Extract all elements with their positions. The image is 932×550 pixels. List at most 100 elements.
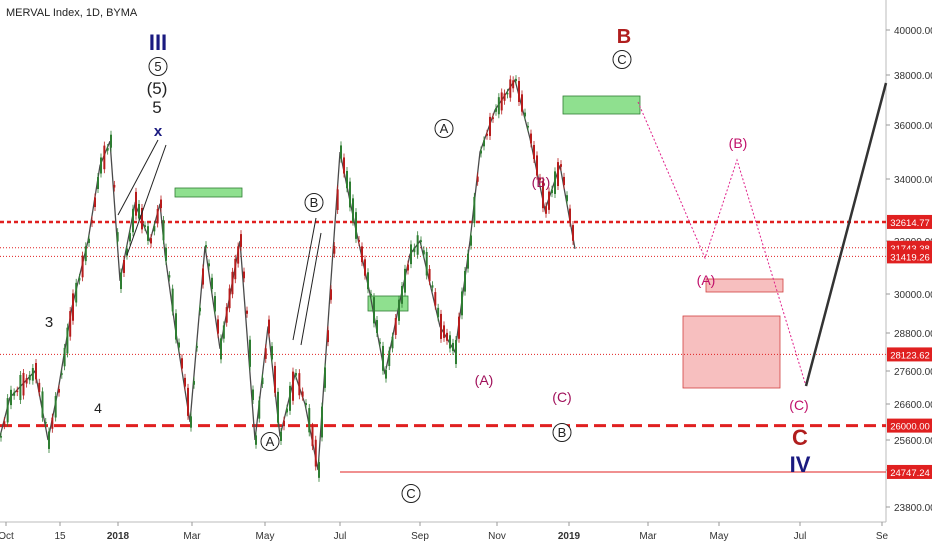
candle-body xyxy=(222,325,225,339)
candle-body xyxy=(382,345,384,371)
candle-body xyxy=(330,289,332,300)
candle-body xyxy=(217,319,219,334)
trend-line xyxy=(126,144,167,256)
candle-body xyxy=(434,292,437,306)
candle-body xyxy=(38,382,41,393)
candle-body xyxy=(190,416,192,428)
candle-body xyxy=(44,421,47,424)
candle-body xyxy=(373,297,375,324)
candle-body xyxy=(346,170,348,189)
candle-body xyxy=(391,336,394,349)
candle-body xyxy=(358,239,360,242)
candle-body xyxy=(318,462,320,478)
candle-body xyxy=(214,296,216,312)
chart-title: MERVAL Index, 1D, BYMA xyxy=(6,7,138,19)
candle-body xyxy=(51,417,54,429)
candle-body xyxy=(48,431,50,449)
candle-body xyxy=(370,293,372,296)
candle-body xyxy=(461,291,463,316)
y-tick-label: 23800.00 xyxy=(894,503,932,514)
wave-label: 3 xyxy=(45,314,53,331)
candle-body xyxy=(6,398,9,423)
candle-body xyxy=(563,176,565,186)
candle-body xyxy=(100,157,102,174)
candle-body xyxy=(440,313,442,339)
candle-body xyxy=(103,145,106,170)
candle-body xyxy=(420,240,422,242)
candle-body xyxy=(292,371,294,401)
candle-body xyxy=(572,225,574,241)
candle-body xyxy=(193,381,195,385)
green-zone xyxy=(174,187,243,198)
candle-body xyxy=(63,347,66,367)
wave-label: (A) xyxy=(697,272,716,288)
candle-body xyxy=(298,373,301,396)
level-label-bg xyxy=(887,214,932,229)
candle-body xyxy=(569,208,571,223)
candle-body xyxy=(240,234,242,247)
x-tick-label: Mar xyxy=(183,531,201,542)
candle-body xyxy=(271,346,273,360)
candle-body xyxy=(141,207,143,230)
candle-body xyxy=(274,365,276,393)
y-tick-label: 25600.00 xyxy=(894,436,932,447)
candle-body xyxy=(470,235,472,246)
candle-body xyxy=(551,189,553,194)
candle-body xyxy=(295,373,297,376)
pink-zone xyxy=(705,278,784,293)
candle-body xyxy=(171,288,174,312)
wave-label: B xyxy=(310,195,319,210)
level-label: 28123.62 xyxy=(890,350,930,361)
candle-body xyxy=(497,97,500,115)
wave-label: B xyxy=(617,26,631,48)
level-label: 31743.38 xyxy=(890,244,930,255)
candle-body xyxy=(243,271,245,279)
candle-body xyxy=(464,270,466,292)
candle-body xyxy=(545,206,547,214)
candle-body xyxy=(301,391,304,397)
candle-body xyxy=(536,155,538,176)
candle-body xyxy=(202,268,204,285)
candle-body xyxy=(446,332,448,341)
candle-body xyxy=(283,420,285,427)
candle-body xyxy=(407,264,409,271)
candle-body xyxy=(66,327,69,354)
wave-label-circle xyxy=(401,484,421,503)
candle-body xyxy=(28,374,31,381)
x-tick-label: May xyxy=(710,531,729,542)
candle-body xyxy=(473,196,476,224)
candle-body xyxy=(489,116,491,136)
candle-body xyxy=(343,157,345,174)
candle-body xyxy=(305,403,307,406)
candle-body xyxy=(231,271,234,295)
candle-body xyxy=(431,285,434,288)
x-tick-label: Sep xyxy=(411,531,429,542)
pink-zone xyxy=(682,315,781,389)
candle-body xyxy=(413,247,416,253)
candle-body xyxy=(94,197,96,208)
candle-body xyxy=(211,277,213,290)
candle-body xyxy=(147,226,149,241)
candle-body xyxy=(355,212,357,239)
candle-body xyxy=(196,346,198,348)
candle-body xyxy=(246,310,248,314)
candle-body xyxy=(467,253,469,269)
candle-body xyxy=(314,439,317,467)
wave-label: 5 xyxy=(152,98,161,117)
candle-body xyxy=(483,140,485,147)
candle-body xyxy=(308,408,311,433)
candle-body xyxy=(0,436,2,438)
candle-body xyxy=(84,246,87,262)
candle-body xyxy=(126,248,128,256)
x-tick-label: Se xyxy=(876,531,889,542)
candle-body xyxy=(388,350,391,367)
candle-body xyxy=(530,133,532,144)
green-zone xyxy=(562,95,641,115)
trend-line xyxy=(300,232,322,346)
level-label: 31419.26 xyxy=(890,252,930,263)
candle-body xyxy=(364,259,366,276)
candle-body xyxy=(175,313,177,340)
wave-label: A xyxy=(440,121,449,136)
level-label-bg xyxy=(887,347,932,362)
